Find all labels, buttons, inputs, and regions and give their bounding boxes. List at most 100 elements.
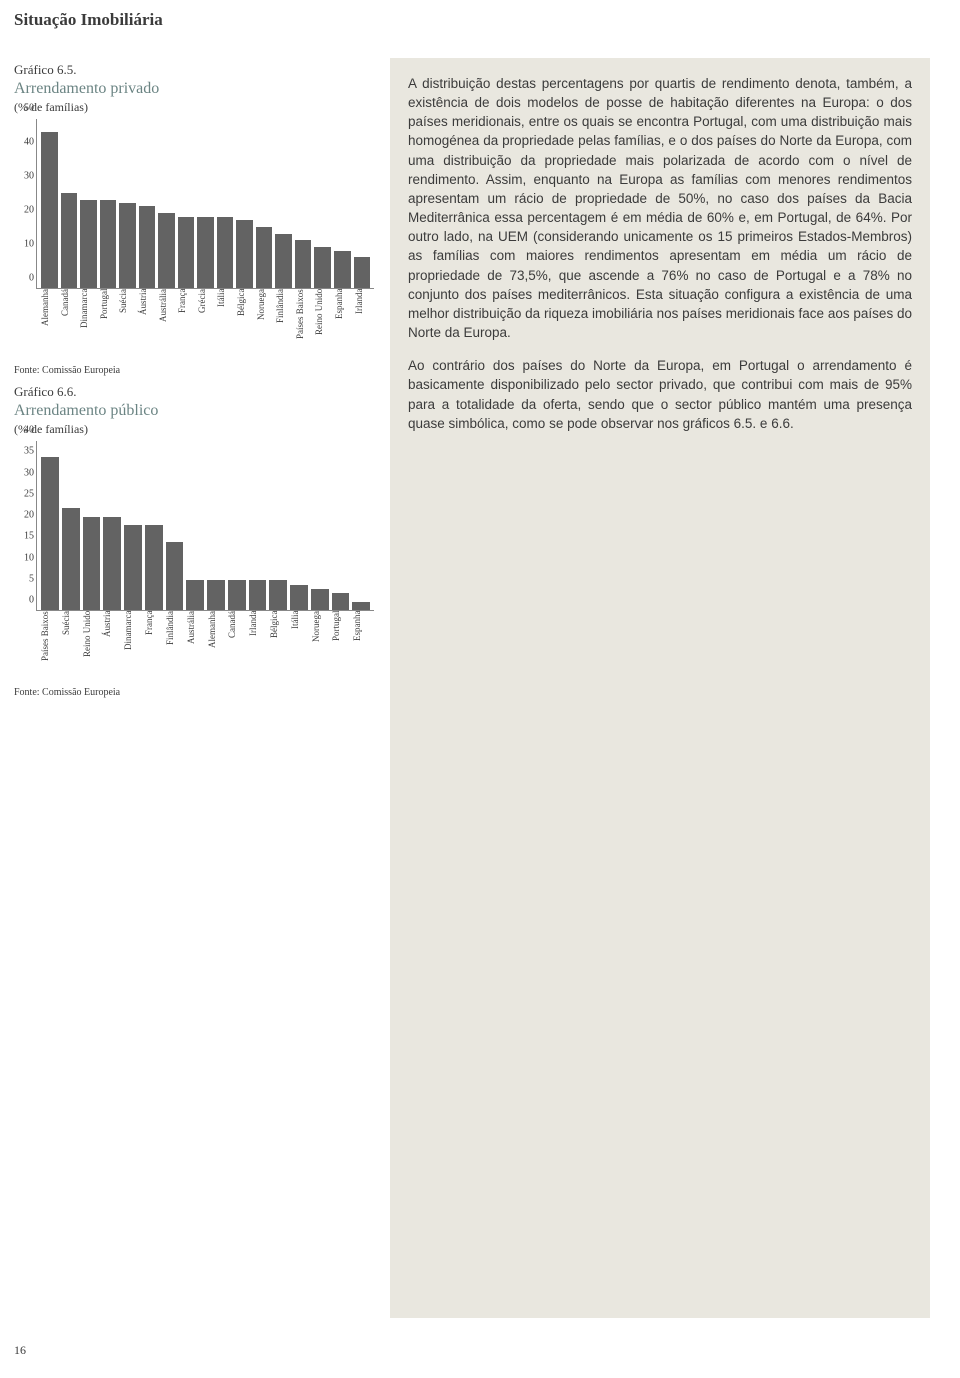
bar-slot bbox=[178, 119, 195, 288]
chart-title: Arrendamento público bbox=[14, 402, 374, 420]
chart-subtitle: (% de famílias) bbox=[14, 422, 374, 437]
x-label: Portugal bbox=[331, 611, 349, 681]
y-tick: 50 bbox=[24, 103, 34, 114]
chart-subtitle: (% de famílias) bbox=[14, 100, 374, 115]
chart-label: Gráfico 6.5. bbox=[14, 62, 374, 78]
chart-label: Gráfico 6.6. bbox=[14, 384, 374, 400]
bar bbox=[207, 580, 225, 610]
chart-6-6: Gráfico 6.6. Arrendamento público (% de … bbox=[14, 384, 374, 698]
bar-slot bbox=[186, 441, 204, 610]
x-label: Itália bbox=[290, 611, 308, 681]
x-label: Canadá bbox=[60, 289, 77, 359]
x-labels: Países BaixosSuéciaReino UnidoÁustriaDin… bbox=[18, 611, 370, 681]
bar-slot bbox=[41, 441, 59, 610]
body-paragraph: A distribuição destas percentagens por q… bbox=[408, 74, 912, 342]
y-tick: 20 bbox=[24, 510, 34, 521]
bar bbox=[119, 203, 136, 288]
bar-slot bbox=[311, 441, 329, 610]
bar bbox=[352, 602, 370, 611]
x-label: Suécia bbox=[61, 611, 79, 681]
x-label: Países Baixos bbox=[295, 289, 312, 359]
bar bbox=[334, 251, 351, 288]
y-tick: 25 bbox=[24, 488, 34, 499]
bar-slot bbox=[290, 441, 308, 610]
y-axis: 01020304050 bbox=[14, 119, 36, 289]
bar-slot bbox=[217, 119, 234, 288]
x-label: França bbox=[144, 611, 162, 681]
x-label: Alemanha bbox=[207, 611, 225, 681]
x-label: Austrália bbox=[186, 611, 204, 681]
chart-6-5: Gráfico 6.5. Arrendamento privado (% de … bbox=[14, 62, 374, 376]
bar-slot bbox=[228, 441, 246, 610]
x-label: Áustria bbox=[102, 611, 120, 681]
x-label: Finlândia bbox=[165, 611, 183, 681]
bar bbox=[166, 542, 184, 610]
right-column: A distribuição destas percentagens por q… bbox=[390, 58, 930, 1318]
x-label: Reino Unido bbox=[314, 289, 331, 359]
y-tick: 0 bbox=[29, 273, 34, 284]
bar bbox=[100, 200, 117, 288]
left-column: Gráfico 6.5. Arrendamento privado (% de … bbox=[14, 62, 374, 706]
bar-slot bbox=[41, 119, 58, 288]
bar-slot bbox=[119, 119, 136, 288]
bars-container bbox=[37, 441, 374, 610]
bar bbox=[61, 193, 78, 288]
bar bbox=[290, 585, 308, 611]
y-tick: 30 bbox=[24, 171, 34, 182]
y-tick: 5 bbox=[29, 573, 34, 584]
bar-slot bbox=[145, 441, 163, 610]
bar-slot bbox=[61, 119, 78, 288]
bar-slot bbox=[62, 441, 80, 610]
bar bbox=[332, 593, 350, 610]
bar bbox=[236, 220, 253, 288]
plot bbox=[36, 119, 374, 289]
bar bbox=[249, 580, 267, 610]
bar-slot bbox=[314, 119, 331, 288]
x-label: Espanha bbox=[352, 611, 370, 681]
bar bbox=[217, 217, 234, 288]
bar bbox=[80, 200, 97, 288]
bar bbox=[145, 525, 163, 610]
x-label: Dinamarca bbox=[79, 289, 96, 359]
bar bbox=[295, 240, 312, 288]
x-label: Suécia bbox=[118, 289, 135, 359]
x-label: Noruega bbox=[256, 289, 273, 359]
x-label: Austrália bbox=[158, 289, 175, 359]
bar bbox=[41, 132, 58, 288]
bar-slot bbox=[269, 441, 287, 610]
chart-plot-area: 0510152025303540 bbox=[14, 441, 374, 611]
x-label: Irlanda bbox=[354, 289, 371, 359]
x-label: Países Baixos bbox=[40, 611, 58, 681]
bar-slot bbox=[275, 119, 292, 288]
x-labels: AlemanhaCanadáDinamarcaPortugalSuéciaÁus… bbox=[18, 289, 370, 359]
bar-slot bbox=[207, 441, 225, 610]
bar-slot bbox=[100, 119, 117, 288]
page-title: Situação Imobiliária bbox=[14, 10, 163, 30]
bar bbox=[41, 457, 59, 610]
bar bbox=[197, 217, 214, 288]
x-label: Finlândia bbox=[275, 289, 292, 359]
y-tick: 10 bbox=[24, 552, 34, 563]
bar-slot bbox=[124, 441, 142, 610]
x-label: Noruega bbox=[311, 611, 329, 681]
page-number: 16 bbox=[14, 1343, 26, 1358]
bar bbox=[158, 213, 175, 288]
bar bbox=[311, 589, 329, 610]
bar-slot bbox=[256, 119, 273, 288]
bar-slot bbox=[295, 119, 312, 288]
y-tick: 30 bbox=[24, 467, 34, 478]
x-label: Grécia bbox=[197, 289, 214, 359]
bar-slot bbox=[166, 441, 184, 610]
bar bbox=[83, 517, 101, 611]
bar-slot bbox=[103, 441, 121, 610]
x-label: Portugal bbox=[99, 289, 116, 359]
bar-slot bbox=[354, 119, 371, 288]
bar bbox=[269, 580, 287, 610]
y-tick: 10 bbox=[24, 239, 34, 250]
bar-slot bbox=[80, 119, 97, 288]
bar bbox=[256, 227, 273, 288]
bar bbox=[186, 580, 204, 610]
bar-slot bbox=[334, 119, 351, 288]
bars-container bbox=[37, 119, 374, 288]
chart-plot-area: 01020304050 bbox=[14, 119, 374, 289]
